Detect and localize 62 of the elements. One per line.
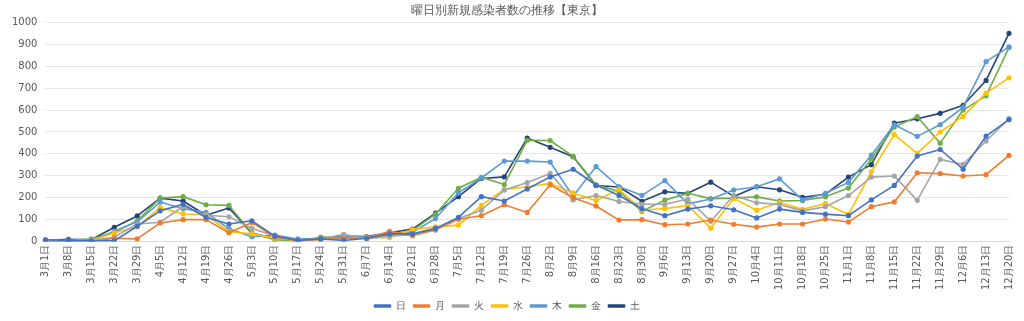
- x-tick-label: 9月13日: [681, 244, 693, 284]
- y-tick-label: 200: [18, 191, 38, 203]
- x-tick-label: 7月5日: [451, 244, 463, 278]
- x-tick-label: 6月28日: [429, 244, 441, 284]
- y-tick-label: 300: [18, 169, 38, 181]
- x-tick-label: 9月20日: [704, 244, 716, 284]
- x-tick-label: 6月21日: [406, 244, 418, 284]
- x-tick-label: 11月8日: [864, 244, 876, 284]
- x-tick-label: 11月1日: [842, 244, 853, 284]
- x-tick-label: 3月15日: [84, 244, 96, 284]
- x-tick-label: 10月11日: [773, 244, 785, 290]
- x-tick-label: 8月23日: [612, 244, 624, 284]
- x-tick-label: 12月6日: [956, 244, 968, 284]
- y-tick-label: 900: [18, 37, 38, 49]
- x-tick-label: 4月12日: [176, 244, 188, 284]
- x-tick-label: 11月29日: [933, 244, 945, 290]
- legend-label: 土: [629, 299, 640, 311]
- x-tick-label: 7月26日: [520, 244, 532, 284]
- x-tick-label: 12月13日: [979, 244, 991, 290]
- y-tick-label: 0: [31, 235, 38, 247]
- x-tick-label: 10月4日: [750, 244, 762, 284]
- legend-label: 木: [551, 299, 562, 311]
- y-tick-label: 400: [18, 147, 38, 159]
- legend-label: 日: [395, 299, 406, 311]
- legend-label: 月: [434, 299, 445, 311]
- x-tick-label: 7月19日: [497, 244, 509, 284]
- x-tick-label: 9月6日: [658, 244, 670, 278]
- y-tick-label: 800: [18, 59, 38, 71]
- y-tick-label: 1000: [12, 15, 38, 27]
- x-tick-label: 10月18日: [796, 244, 808, 290]
- x-tick-label: 12月20日: [1002, 244, 1014, 290]
- x-tick-label: 5月3日: [245, 244, 257, 278]
- legend-label: 水: [512, 299, 523, 311]
- x-tick-label: 7月12日: [474, 244, 486, 284]
- x-tick-label: 4月26日: [222, 244, 234, 284]
- x-tick-label: 3月29日: [130, 244, 142, 284]
- x-tick-label: 11月15日: [887, 244, 899, 290]
- y-tick-label: 700: [18, 81, 38, 93]
- legend-label: 火: [473, 299, 484, 311]
- x-tick-label: 5月31日: [337, 244, 349, 284]
- x-tick-label: 4月5日: [153, 244, 165, 278]
- x-tick-label: 11月22日: [910, 244, 922, 290]
- y-tick-label: 600: [18, 103, 38, 115]
- x-tick-label: 3月1日: [39, 244, 51, 278]
- x-tick-label: 6月14日: [383, 244, 395, 284]
- x-tick-label: 5月24日: [314, 244, 326, 284]
- legend-label: 金: [590, 299, 601, 311]
- x-tick-label: 5月10日: [268, 244, 280, 284]
- x-tick-label: 6月7日: [360, 244, 372, 278]
- x-tick-label: 3月8日: [61, 244, 73, 278]
- chart-title: 曜日別新規感染者数の推移【東京】: [411, 3, 603, 18]
- x-tick-label: 8月2日: [543, 244, 555, 278]
- x-tick-label: 10月25日: [819, 244, 831, 290]
- x-tick-label: 9月27日: [727, 244, 739, 284]
- x-tick-label: 4月19日: [199, 244, 211, 284]
- x-tick-label: 8月30日: [635, 244, 647, 284]
- x-tick-label: 3月22日: [107, 244, 119, 284]
- x-tick-label: 8月9日: [566, 244, 578, 278]
- x-tick-label: 5月17日: [291, 244, 303, 284]
- y-tick-label: 100: [18, 213, 38, 225]
- x-tick-label: 8月16日: [589, 244, 601, 284]
- y-tick-label: 500: [18, 125, 38, 137]
